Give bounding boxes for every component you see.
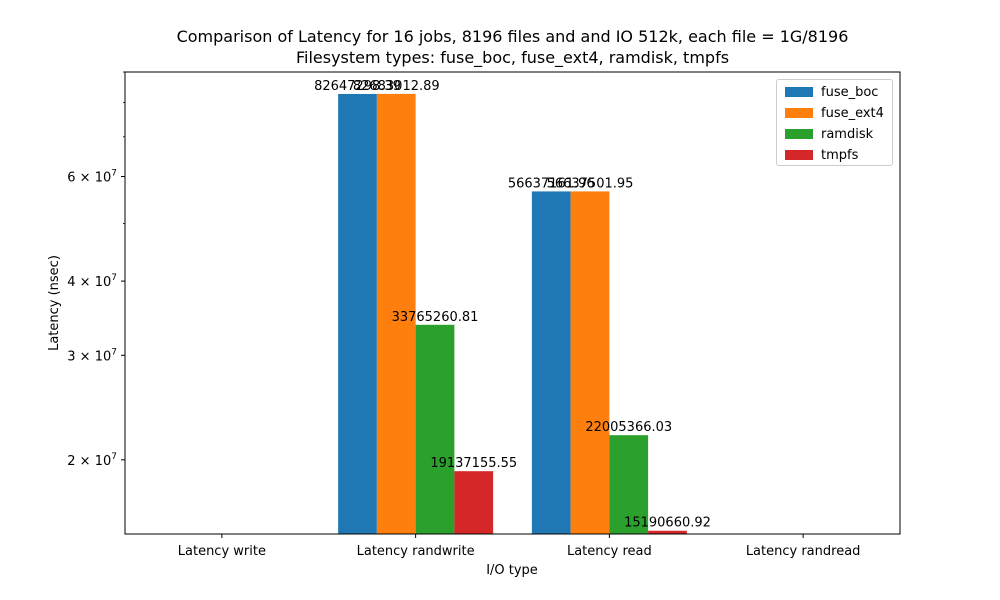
x-axis: Latency write Latency randwrite Latency re… (178, 534, 861, 559)
bar-fuse-boc-2 (531, 191, 571, 535)
legend-item-ramdisk: ramdisk (785, 126, 873, 142)
legend-label-fuse-boc: fuse_boc (821, 84, 879, 100)
plot-frame (124, 71, 901, 535)
legend-item-tmpfs: tmpfs (785, 147, 858, 163)
data-label-tmpfs-2: 15190660.92 (624, 516, 711, 531)
y-tick-label: 3 × 107 (67, 347, 117, 364)
y-tick-label: 2 × 107 (67, 452, 117, 469)
data-label-fuse-ext4-1: 82683012.89 (353, 79, 440, 94)
bar-fuse-ext4-2 (570, 191, 610, 534)
y-axis: 2 × 107 3 × 107 4 × 107 6 × 107 (67, 71, 125, 469)
bar-fuse-boc-1 (338, 93, 377, 534)
value-labels-layer: 82647298.39 56637161.96 82683012.89 5663750… (314, 79, 711, 531)
x-tick-label: Latency randwrite (357, 544, 475, 559)
x-axis-label: I/O type (486, 563, 538, 578)
bar-ramdisk-2 (609, 435, 649, 534)
y-tick-label: 4 × 107 (67, 273, 117, 290)
legend-swatch-fuse-boc (785, 87, 813, 97)
x-tick-label: Latency write (178, 544, 266, 559)
legend-label-tmpfs: tmpfs (821, 147, 859, 163)
legend: fuse_boc fuse_ext4 ramdisk tmpfs (776, 79, 893, 166)
data-label-fuse-boc-1: 82647298.39 (314, 79, 401, 94)
legend-item-fuse-ext4: fuse_ext4 (785, 105, 884, 121)
data-label-fuse-boc-2: 56637161.96 (508, 176, 595, 191)
x-tick-label: Latency randread (746, 544, 861, 559)
x-tick-label: Latency read (567, 544, 652, 559)
chart-title: Comparison of Latency for 16 jobs, 8196 … (176, 27, 849, 46)
legend-swatch-fuse-ext4 (785, 108, 813, 118)
bars-layer (338, 93, 687, 535)
legend-swatch-tmpfs (785, 150, 813, 160)
data-label-ramdisk-1: 33765260.81 (392, 310, 479, 325)
legend-item-fuse-boc: fuse_boc (785, 84, 878, 100)
bar-tmpfs-2 (648, 530, 687, 534)
legend-label-ramdisk: ramdisk (821, 126, 874, 142)
y-tick-label: 6 × 107 (67, 169, 117, 186)
bar-tmpfs-1 (454, 471, 494, 534)
bar-fuse-ext4-1 (376, 93, 416, 535)
data-label-ramdisk-2: 22005366.03 (585, 420, 672, 435)
legend-label-fuse-ext4: fuse_ext4 (821, 105, 884, 121)
legend-swatch-ramdisk (785, 129, 813, 139)
data-label-fuse-ext4-2: 56637501.95 (547, 176, 634, 191)
data-label-tmpfs-1: 19137155.55 (430, 456, 517, 471)
bar-ramdisk-1 (415, 324, 455, 534)
chart-subtitle: Filesystem types: fuse_boc, fuse_ext4, r… (295, 48, 730, 67)
y-axis-label: Latency (nsec) (47, 255, 62, 351)
